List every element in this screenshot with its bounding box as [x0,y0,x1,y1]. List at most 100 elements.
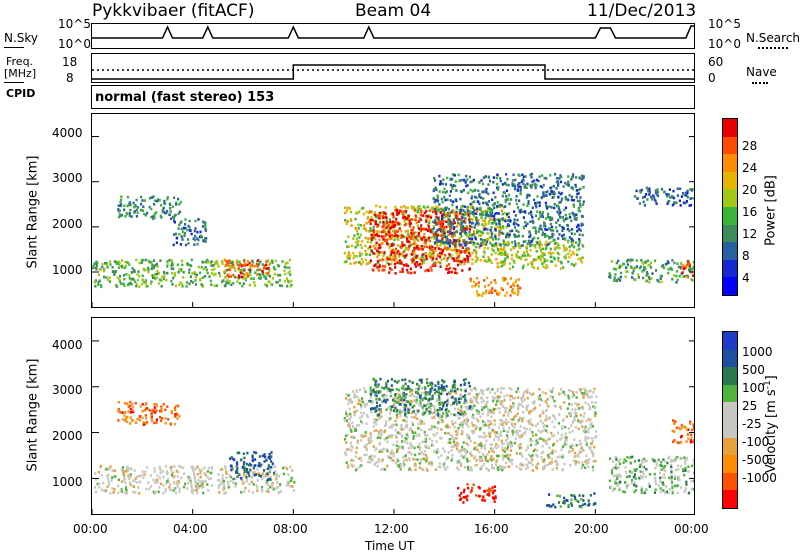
velocity-cell [575,444,578,447]
power-cell [494,235,497,238]
power-cell [468,237,471,240]
velocity-cell [348,397,351,401]
power-cell [449,226,452,229]
velocity-cell [506,453,509,457]
power-cell [535,250,538,253]
velocity-cell [383,468,387,471]
velocity-cell [142,421,145,424]
velocity-cell [402,419,405,422]
power-cell [635,189,638,193]
power-cell [535,184,538,187]
power-cell [386,221,389,224]
velocity-cell [129,411,133,414]
power-cell [570,238,573,242]
power-cell [474,250,478,253]
velocity-cell [546,398,549,401]
power-cell [417,263,420,267]
power-cell [423,245,426,248]
velocity-cell [167,418,170,421]
power-cell [432,235,435,239]
velocity-cell [221,480,224,483]
power-cell [563,256,566,259]
power-cell [464,221,467,224]
power-cell [480,210,484,214]
velocity-cell [506,434,509,437]
power-cell [359,233,362,237]
velocity-cell [422,410,425,414]
velocity-cell [272,487,275,491]
power-cell [361,240,364,243]
power-cell [348,245,351,248]
power-cell [143,281,146,284]
power-cell [432,189,435,193]
power-cell [444,245,447,248]
power-cell [484,201,487,205]
power-cell [481,231,485,234]
velocity-cell [208,471,211,474]
power-cell [418,257,421,261]
velocity-cell [167,480,170,484]
velocity-cell [567,396,570,400]
velocity-cell [375,461,378,464]
power-cell [229,261,232,264]
velocity-cell [519,417,522,420]
velocity-cell [176,482,179,486]
velocity-cell [564,435,567,439]
freq-panel [91,53,695,83]
power-cell [554,226,558,229]
power-cell [276,263,280,267]
velocity-cell [591,437,594,440]
velocity-cell [141,470,144,473]
power-cell [639,191,642,194]
power-cell [238,282,241,285]
velocity-cell [508,465,511,468]
power-cell [405,235,409,238]
power-cell [469,188,472,192]
velocity-cell [541,410,544,413]
velocity-cell [516,412,519,416]
velocity-cell [544,409,547,412]
power-cell [396,223,399,226]
power-cell [99,268,102,271]
power-cell [456,230,459,234]
velocity-cell [220,468,224,471]
power-cell [354,245,357,249]
velocity-cell [564,432,567,436]
power-cell [367,237,370,240]
power-cell [545,177,548,180]
power-cell [272,267,275,270]
power-cell [442,232,446,235]
velocity-cell [363,445,366,449]
power-cell [268,280,271,283]
velocity-cell [108,468,111,471]
power-cell [390,268,393,272]
velocity-cell [545,415,548,418]
power-cell [475,283,478,286]
power-cell [452,219,455,223]
power-cell [613,278,616,282]
velocity-cell [109,492,112,495]
power-cell [451,235,454,238]
velocity-cell [123,414,126,417]
velocity-cell [245,462,248,466]
power-cell [554,172,557,176]
nsearch-tick-top: 10^5 [708,17,741,31]
power-cell [194,272,197,276]
power-cell [512,283,515,287]
power-cell [679,187,682,191]
power-cell [501,260,504,264]
velocity-cell [209,477,212,480]
velocity-cell [581,449,584,452]
power-cell [412,249,415,253]
power-cell [97,273,100,276]
power-cell [442,230,445,234]
power-cell [238,274,241,277]
power-cell [497,186,500,189]
velocity-cell [415,409,418,412]
velocity-cell [585,459,588,462]
velocity-cell [451,453,454,457]
power-cell [374,234,377,237]
velocity-cell [585,441,588,444]
power-cell [375,241,378,245]
velocity-cell [124,485,128,488]
